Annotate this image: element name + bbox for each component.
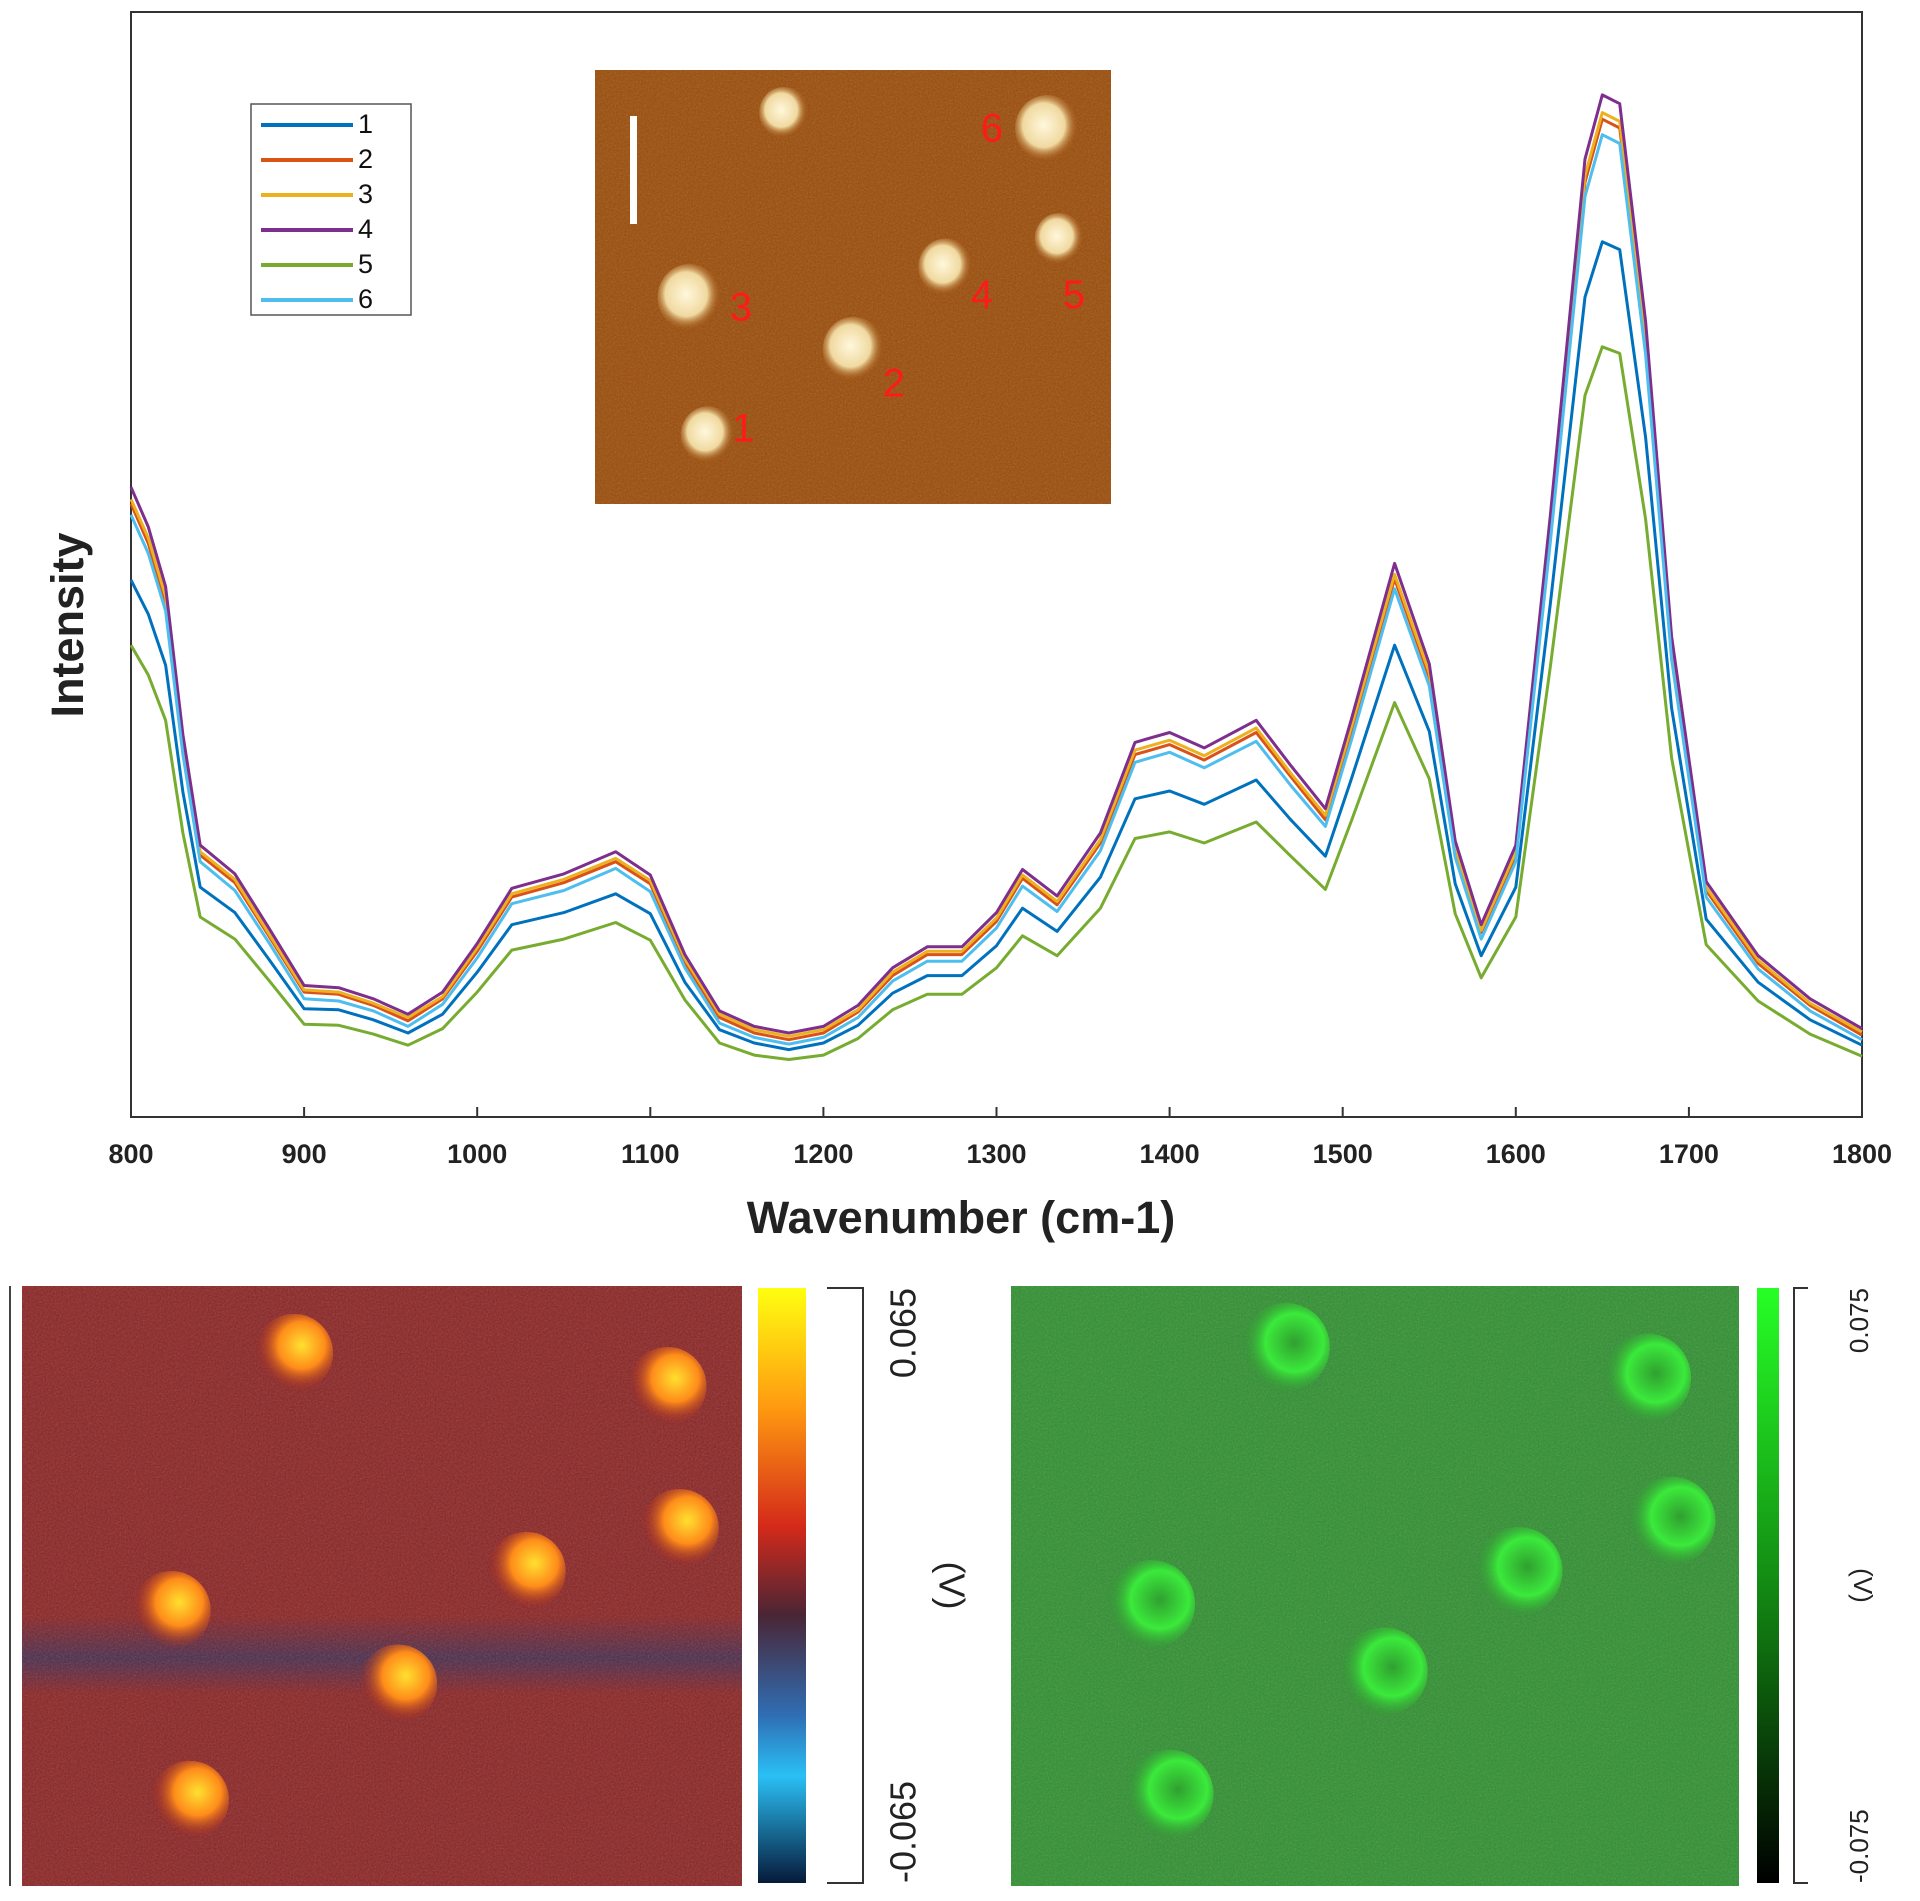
x-tick-label: 1700	[1659, 1139, 1719, 1169]
legend-label: 5	[358, 249, 373, 279]
hot-spot	[150, 1760, 229, 1840]
x-tick-label: 1500	[1313, 1139, 1373, 1169]
hot-spot	[487, 1531, 566, 1611]
scale-bar	[630, 116, 637, 224]
colorbar-label: (V)	[931, 1562, 972, 1610]
x-tick-label: 1000	[447, 1139, 507, 1169]
particle	[657, 264, 722, 331]
legend-label: 1	[358, 109, 373, 139]
x-tick-label: 1200	[793, 1139, 853, 1169]
legend-label: 3	[358, 179, 373, 209]
x-tick-label: 1400	[1140, 1139, 1200, 1169]
particle-label: 4	[971, 273, 993, 317]
series-line	[129, 133, 1863, 1046]
particle	[822, 316, 885, 382]
colorbar-label: (V)	[1848, 1568, 1878, 1603]
colorbar-right	[1757, 1288, 1779, 1883]
x-tick-label: 1600	[1486, 1139, 1546, 1169]
particle	[1015, 95, 1079, 162]
y-axis-title: Intensity	[42, 532, 93, 717]
x-tick-label: 1300	[966, 1139, 1026, 1169]
x-axis-title: Wavenumber (cm-1)	[747, 1192, 1175, 1243]
green-spot	[1627, 1476, 1716, 1565]
green-spot	[1602, 1333, 1692, 1422]
green-spot	[1241, 1302, 1330, 1392]
colorbar-tick-label: 0.065	[883, 1288, 924, 1378]
series-line	[129, 93, 1863, 1035]
x-tick-label: 1800	[1832, 1139, 1892, 1169]
particle-label: 6	[981, 107, 1003, 151]
particle-label: 3	[730, 285, 752, 329]
green-spot	[1125, 1749, 1214, 1838]
x-tick-label: 900	[282, 1139, 327, 1169]
x-tick-label: 1100	[621, 1139, 680, 1169]
hot-spot	[640, 1488, 719, 1568]
legend-label: 2	[358, 144, 373, 174]
green-spot	[1474, 1526, 1563, 1616]
hot-spot	[628, 1346, 707, 1426]
colorbar-left	[758, 1288, 806, 1883]
hot-spot	[254, 1313, 334, 1393]
hot-spot	[358, 1644, 438, 1723]
series-line	[129, 240, 1863, 1052]
green-spot	[1339, 1627, 1428, 1716]
particle-label: 5	[1063, 273, 1085, 317]
afm-inset: 1 2 3 4 5 6	[595, 70, 1111, 504]
series-line	[129, 345, 1863, 1061]
legend	[250, 103, 412, 316]
colorbar-axis-left	[827, 1287, 864, 1884]
colorbar-tick-label: -0.075	[1844, 1809, 1874, 1883]
particle	[759, 86, 809, 139]
particle-label: 2	[883, 361, 905, 405]
green-spot	[1106, 1560, 1196, 1649]
legend-label: 6	[358, 284, 373, 314]
x-tick-label: 800	[108, 1139, 153, 1169]
colorbar-tick-label: -0.065	[883, 1781, 924, 1883]
hot-spot	[132, 1571, 211, 1650]
colorbar-axis-right	[1793, 1287, 1808, 1884]
colorbar-tick-label: 0.075	[1844, 1288, 1874, 1353]
particle	[918, 238, 973, 296]
particle	[680, 406, 735, 463]
particle	[1034, 213, 1084, 265]
legend-label: 4	[358, 214, 373, 244]
particle-label: 1	[732, 407, 754, 451]
